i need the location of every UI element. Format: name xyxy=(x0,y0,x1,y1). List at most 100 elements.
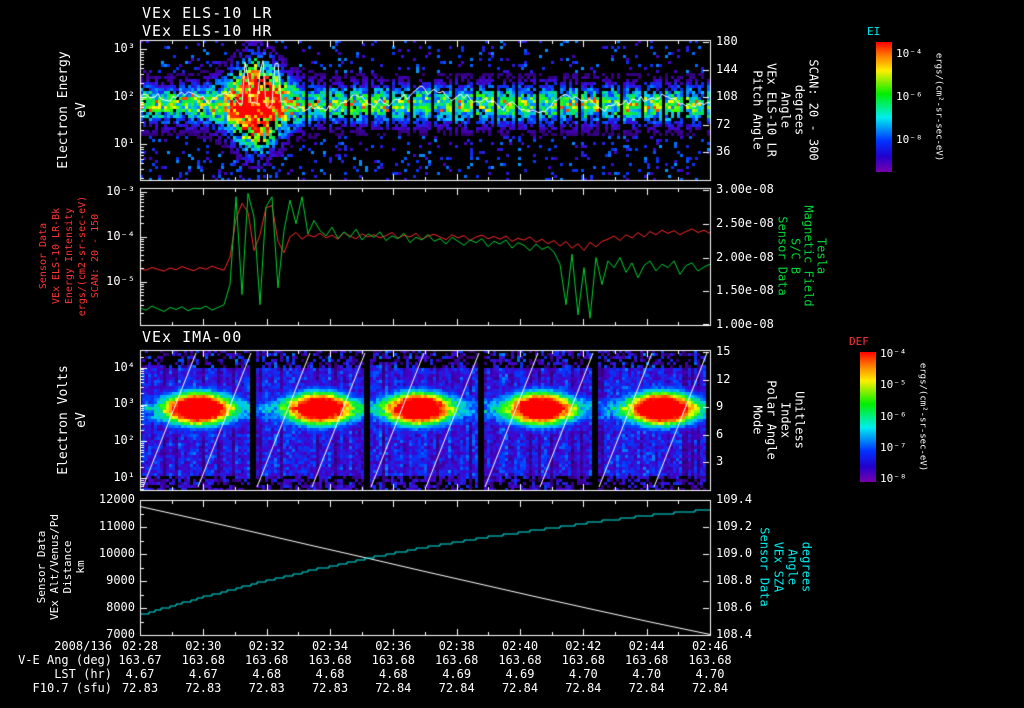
ytick-label: 109.4 xyxy=(716,492,753,506)
ima-colorbar xyxy=(860,352,876,482)
ytick-label: 3.00e-08 xyxy=(716,182,774,196)
axis-label-line: VEx ELS-10 LR xyxy=(764,63,779,157)
ytick-label: 2.50e-08 xyxy=(716,216,774,230)
date-label: 2008/136 xyxy=(54,639,112,653)
table-cell: 163.68 xyxy=(688,653,732,667)
time-tick-label: 02:32 xyxy=(248,639,285,653)
ytick-label: 10⁻⁸ xyxy=(880,472,907,485)
table-cell: 163.68 xyxy=(181,653,225,667)
els-colorbar-title: EI xyxy=(867,25,881,38)
panel1-title-els-hr: VEx ELS-10 HR xyxy=(142,22,273,40)
axis-label-line: Electron Energy xyxy=(56,51,72,169)
axis-label-line: eV xyxy=(74,412,90,428)
ytick-label: 108.4 xyxy=(716,627,753,641)
axis-label-line: SCAN: 20 - 150 xyxy=(89,213,101,299)
table-row-label: V-E Ang (deg) xyxy=(18,653,112,667)
ytick-label: 10³ xyxy=(113,396,135,410)
table-cell: 4.67 xyxy=(188,667,218,681)
table-cell: 72.84 xyxy=(691,681,729,695)
table-cell: 72.83 xyxy=(121,681,159,695)
ytick-label: 108 xyxy=(716,89,738,103)
table-cell: 4.68 xyxy=(252,667,282,681)
table-cell: 4.67 xyxy=(125,667,155,681)
ytick-label: 180 xyxy=(716,34,738,48)
ytick-label: 10⁻⁴ xyxy=(880,347,907,360)
axis-label-line: eV xyxy=(74,102,90,118)
axis-label-line: Electron Volts xyxy=(56,365,72,475)
axis-label-line: Tesla xyxy=(814,237,829,275)
ytick-label: 9 xyxy=(716,399,724,413)
table-cell: 72.84 xyxy=(628,681,665,695)
time-tick-label: 02:36 xyxy=(375,639,412,653)
ytick-label: 109.2 xyxy=(716,519,753,533)
ytick-label: 10² xyxy=(113,89,135,103)
axis-label-line: Distance xyxy=(61,540,75,594)
axis-label-line: degrees xyxy=(799,541,814,593)
table-cell: 4.70 xyxy=(695,667,725,681)
table-cell: 4.70 xyxy=(632,667,662,681)
ytick-label: 1.00e-08 xyxy=(716,317,774,331)
axis-label-line: Polar Angle xyxy=(764,380,779,460)
axis-label-line: Magnetic Field xyxy=(801,205,816,307)
time-tick-label: 02:38 xyxy=(438,639,475,653)
table-cell: 163.68 xyxy=(308,653,352,667)
time-tick-label: 02:34 xyxy=(311,639,349,653)
ytick-label: 10⁴ xyxy=(113,360,135,374)
axis-label-line: VEx Alt/Venus/Pd xyxy=(48,514,62,620)
axis-label-line: Index xyxy=(778,401,793,439)
ytick-label: 108.8 xyxy=(716,573,753,587)
axis-label-line: Mode xyxy=(750,405,765,435)
table-row-label: F10.7 (sfu) xyxy=(32,681,112,695)
ytick-label: 15 xyxy=(716,344,731,358)
time-tick-label: 02:40 xyxy=(501,639,539,653)
els-colorbar-unit-label: ergs/(cm²-sr-sec-eV) xyxy=(933,52,944,162)
ytick-label: 144 xyxy=(716,62,738,76)
ytick-label: 10¹ xyxy=(113,136,135,150)
ytick-label: 2.00e-08 xyxy=(716,250,774,264)
ytick-label: 36 xyxy=(716,144,731,158)
axis-label-line: VEx SZA xyxy=(771,541,786,593)
table-cell: 163.68 xyxy=(561,653,605,667)
table-cell: 72.84 xyxy=(565,681,602,695)
axis-label-line: ergs/(cm2-sr-sec-eV) xyxy=(76,195,88,317)
ytick-label: 10⁻⁸ xyxy=(896,133,923,146)
table-cell: 4.68 xyxy=(315,667,345,681)
table-cell: 163.67 xyxy=(118,653,162,667)
ytick-label: 1.50e-08 xyxy=(716,283,774,297)
table-cell: 4.69 xyxy=(505,667,535,681)
axis-label-line: Pitch Angle xyxy=(750,70,765,150)
ima-colorbar-unit-label: ergs/(cm²-sr-sec-eV) xyxy=(917,362,928,472)
ytick-label: 10² xyxy=(113,433,135,447)
ytick-label: 109.0 xyxy=(716,546,753,560)
axis-label-line: Sensor Data xyxy=(35,530,49,604)
time-tick-label: 02:28 xyxy=(121,639,159,653)
ytick-label: 9000 xyxy=(106,573,135,587)
table-cell: 163.68 xyxy=(498,653,542,667)
table-cell: 72.83 xyxy=(185,681,222,695)
ytick-label: 10⁻⁴ xyxy=(896,47,923,60)
ytick-label: 10⁻⁴ xyxy=(106,229,135,243)
ytick-label: 12 xyxy=(716,372,731,386)
axis-label-line: Angle xyxy=(778,91,793,129)
ytick-label: 10⁻⁷ xyxy=(880,441,907,454)
axis-label-line: Unitless xyxy=(792,391,807,449)
table-cell: 163.68 xyxy=(371,653,415,667)
table-cell: 72.84 xyxy=(375,681,412,695)
table-cell: 163.68 xyxy=(434,653,479,667)
table-cell: 4.68 xyxy=(378,667,408,681)
ytick-label: 7000 xyxy=(106,627,135,641)
ytick-label: 10⁻⁶ xyxy=(896,90,923,103)
table-cell: 4.69 xyxy=(442,667,472,681)
axis-label-line: km xyxy=(74,560,88,574)
table-cell: 163.68 xyxy=(244,653,289,667)
ytick-label: 10³ xyxy=(113,41,135,55)
axis-label-line: S/C B xyxy=(788,237,803,275)
ytick-label: 8000 xyxy=(106,600,135,614)
table-cell: 4.70 xyxy=(568,667,598,681)
table-cell: 72.84 xyxy=(438,681,475,695)
time-tick-label: 02:42 xyxy=(565,639,602,653)
axis-label-line: Energy Intensity xyxy=(63,207,75,305)
ytick-label: 10⁻⁵ xyxy=(106,274,135,288)
axis-label-line: degrees xyxy=(792,84,807,136)
